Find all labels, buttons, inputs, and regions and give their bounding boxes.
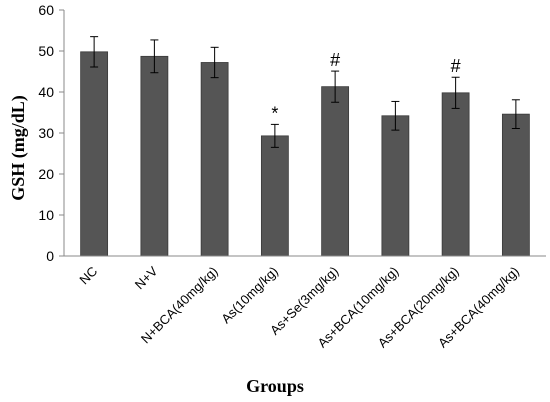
bar [441, 92, 470, 257]
bar [80, 51, 109, 257]
y-axis-title: GSH (mg/dL) [8, 95, 29, 201]
y-tick-label: 0 [46, 248, 54, 264]
significance-marker: * [271, 103, 278, 123]
bars [80, 51, 530, 257]
y-tick-label: 40 [38, 84, 54, 100]
bar [260, 135, 289, 257]
category-label: NC [76, 264, 100, 288]
bar [200, 62, 229, 257]
x-axis-title: Groups [246, 376, 304, 396]
error-bars [90, 36, 520, 148]
bar [140, 55, 169, 257]
bar [321, 86, 350, 257]
category-label: As(10mg/kg) [218, 264, 281, 327]
significance-markers: * # # [271, 50, 460, 123]
significance-marker: # [451, 56, 461, 76]
category-label: N+V [132, 263, 161, 292]
bar [381, 115, 410, 257]
y-axis-ticks: 0 10 20 30 40 50 60 [38, 2, 64, 264]
y-tick-label: 30 [38, 125, 54, 141]
y-tick-label: 60 [38, 2, 54, 18]
x-axis-categories: NC N+VN+BCA(40mg/kg)As(10mg/kg)As+Se(3mg/… [76, 263, 522, 350]
y-tick-label: 10 [38, 207, 54, 223]
y-tick-label: 50 [38, 43, 54, 59]
significance-marker: # [330, 50, 340, 70]
bar [501, 113, 530, 257]
y-tick-label: 20 [38, 166, 54, 182]
